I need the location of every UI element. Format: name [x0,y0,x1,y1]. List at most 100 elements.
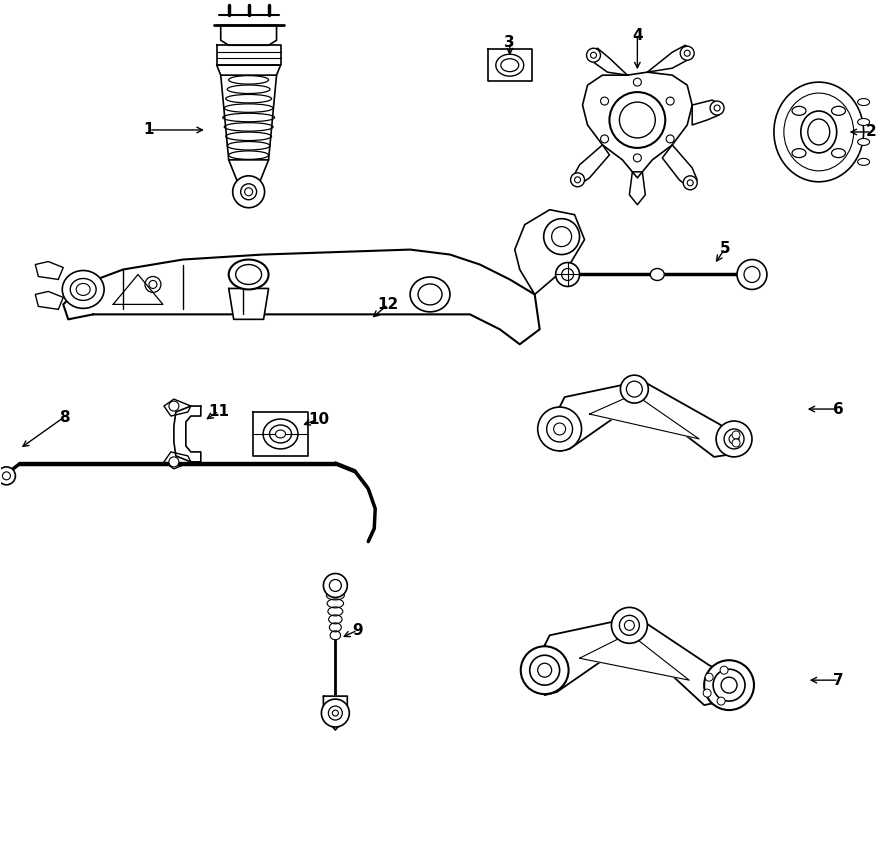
Ellipse shape [791,106,805,115]
Circle shape [719,666,727,674]
Ellipse shape [495,54,523,76]
Circle shape [537,407,581,451]
Ellipse shape [857,159,868,166]
Circle shape [329,580,341,592]
Ellipse shape [857,98,868,105]
Circle shape [3,472,11,480]
Circle shape [555,262,579,286]
Circle shape [240,183,256,200]
Circle shape [332,710,338,716]
Circle shape [543,219,579,255]
Ellipse shape [417,284,441,305]
Circle shape [680,46,694,60]
Circle shape [728,434,738,444]
Circle shape [683,50,689,56]
Circle shape [703,661,753,710]
Polygon shape [572,145,609,185]
Circle shape [723,429,743,449]
Circle shape [665,97,673,105]
Circle shape [609,92,664,148]
Polygon shape [253,412,308,456]
Polygon shape [229,289,268,319]
Polygon shape [544,616,734,705]
Circle shape [704,673,712,681]
Ellipse shape [800,111,835,153]
Ellipse shape [807,119,828,145]
Circle shape [537,663,551,678]
Circle shape [245,188,253,196]
Polygon shape [35,261,63,279]
Polygon shape [63,250,539,344]
Circle shape [710,101,723,115]
Ellipse shape [76,284,90,295]
Circle shape [546,416,572,442]
Circle shape [626,381,641,397]
Ellipse shape [857,138,868,145]
Circle shape [600,97,608,105]
Circle shape [633,154,641,162]
Circle shape [321,699,349,727]
Ellipse shape [649,268,664,280]
Circle shape [712,669,744,701]
Text: 3: 3 [504,35,515,50]
Polygon shape [487,49,531,82]
Circle shape [687,180,692,186]
Ellipse shape [276,430,285,438]
Circle shape [600,135,608,143]
Text: 2: 2 [866,125,876,139]
Ellipse shape [830,149,844,158]
Circle shape [619,375,648,403]
Circle shape [232,176,264,208]
Polygon shape [662,145,696,188]
Ellipse shape [783,93,852,171]
Polygon shape [589,48,626,76]
Ellipse shape [269,425,291,443]
Text: 9: 9 [352,623,362,638]
Ellipse shape [229,260,268,290]
Ellipse shape [409,277,449,312]
Circle shape [149,280,157,289]
Polygon shape [582,72,691,177]
Circle shape [731,439,739,447]
Text: 6: 6 [832,402,843,417]
Circle shape [553,423,565,435]
Circle shape [715,421,751,457]
Ellipse shape [501,59,518,71]
Polygon shape [647,45,691,72]
Circle shape [574,177,580,183]
Text: 5: 5 [719,241,729,256]
Circle shape [590,53,595,59]
Circle shape [323,574,347,598]
Circle shape [561,268,573,280]
Circle shape [168,401,179,411]
Circle shape [682,176,696,190]
Circle shape [586,48,600,62]
Polygon shape [514,210,584,295]
Ellipse shape [62,271,104,308]
Polygon shape [229,160,268,185]
Circle shape [731,431,739,439]
Polygon shape [174,406,200,462]
Polygon shape [164,452,190,469]
Circle shape [624,621,633,630]
Circle shape [618,102,655,138]
Text: 10: 10 [307,412,329,426]
Polygon shape [579,633,688,680]
Circle shape [570,173,584,187]
Polygon shape [323,696,347,730]
Text: 12: 12 [377,297,399,312]
Polygon shape [221,25,276,45]
Circle shape [168,457,179,467]
Circle shape [520,646,568,694]
Text: 11: 11 [208,403,229,419]
Circle shape [703,689,711,697]
Ellipse shape [70,278,96,301]
Ellipse shape [791,149,805,158]
Polygon shape [589,394,698,439]
Circle shape [713,105,719,111]
Circle shape [551,227,571,246]
Circle shape [610,607,647,644]
Polygon shape [216,45,280,65]
Circle shape [716,697,724,705]
Polygon shape [629,171,645,205]
